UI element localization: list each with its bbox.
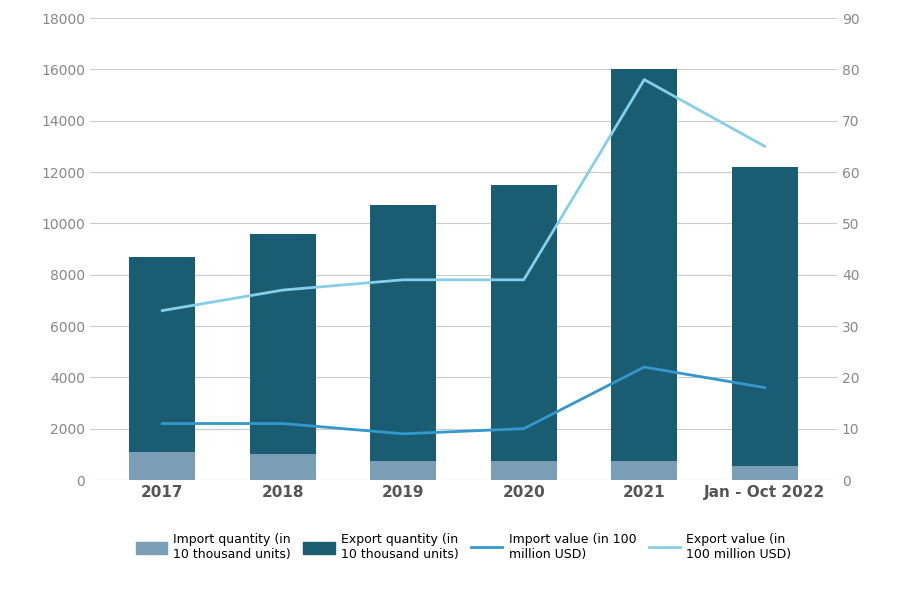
Bar bbox=[249, 233, 316, 480]
Legend: Import quantity (in
10 thousand units), Export quantity (in
10 thousand units), : Import quantity (in 10 thousand units), … bbox=[130, 528, 796, 566]
Bar bbox=[732, 466, 797, 480]
Bar bbox=[611, 461, 678, 480]
Bar bbox=[130, 257, 195, 480]
Bar bbox=[370, 205, 436, 480]
Bar bbox=[732, 167, 797, 480]
Bar bbox=[249, 454, 316, 480]
Bar bbox=[611, 70, 678, 480]
Bar bbox=[491, 185, 557, 480]
Bar bbox=[130, 452, 195, 480]
Bar bbox=[491, 461, 557, 480]
Bar bbox=[370, 461, 436, 480]
